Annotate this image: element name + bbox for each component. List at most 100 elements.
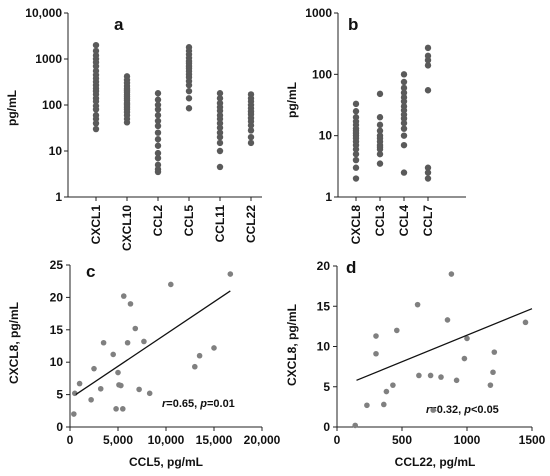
panel-a-data-point <box>216 95 224 102</box>
panel-a-category-label: CCL11 <box>213 205 227 243</box>
panel-a-data-point <box>154 142 162 149</box>
panel-d-ytick-label: 5 <box>323 380 330 394</box>
panel-b-data-point <box>400 84 408 92</box>
panel-a-data-point <box>185 81 193 89</box>
panel-a-data-point <box>185 95 193 102</box>
panel-d-data-point <box>364 402 370 409</box>
panel-a-data-point <box>92 125 100 133</box>
panel-a-data-point <box>92 47 100 55</box>
panel-c-data-point <box>88 396 94 403</box>
panel-a-data-point <box>154 90 162 97</box>
panel-a-ytick-label: 100 <box>42 98 62 112</box>
panel-d-data-point <box>448 271 455 277</box>
panel-c-xtick-label: 15,000 <box>196 433 233 447</box>
panel-a-data-point <box>154 149 162 157</box>
panel-b-data-point <box>424 62 432 69</box>
panel-d-r-label: r <box>426 404 431 416</box>
panel-a-data-point <box>247 127 255 134</box>
panel-b-category-label: CCL4 <box>397 205 411 237</box>
panel-b-data-point <box>352 100 360 108</box>
panel-a-ylabel: pg/mL <box>5 90 19 126</box>
panel-c-data-point <box>141 338 147 345</box>
panel-d-regression-line <box>356 308 533 381</box>
panel-b-data-point <box>376 146 384 153</box>
panel-c-ytick-label: 25 <box>50 258 64 272</box>
panel-a-data-point <box>216 163 224 171</box>
panel-a-data-point <box>92 120 100 127</box>
panel-a-ytick-label: 1000 <box>35 52 62 66</box>
panel-c-data-point <box>76 380 83 387</box>
panel-c-data-point <box>132 325 139 332</box>
panel-d-xtick-label: 0 <box>334 433 341 447</box>
panel-d-data-point <box>522 319 529 326</box>
panel-c-r-value: =0.65, <box>166 398 200 410</box>
panel-a-letter: a <box>114 15 124 34</box>
panel-d-data-point <box>461 355 468 362</box>
panel-b-data-point <box>400 141 408 149</box>
panel-b-category-label: CCL7 <box>421 205 435 237</box>
panel-d-data-point <box>383 388 390 395</box>
panel-d-data-point <box>490 369 496 376</box>
panel-c-data-point <box>91 365 97 372</box>
panel-a-data-point <box>154 136 162 143</box>
panel-a-ytick-label: 10 <box>49 144 63 158</box>
panel-c-data-point <box>211 345 217 351</box>
panel-a-data-point <box>154 154 162 162</box>
panel-c-xtick-label: 20,000 <box>244 433 281 447</box>
panel-c-data-point <box>136 386 142 393</box>
panel-d-xtick-label: 1500 <box>519 433 546 447</box>
panel-a-data-point <box>154 122 162 130</box>
panel-c-scatter: c CXCL8, pg/mL CCL5, pg/mL r=0.65, p=0.0… <box>7 258 281 469</box>
panel-a-data-point <box>247 139 255 147</box>
panel-a-data-point <box>216 147 224 155</box>
panel-b-data-point <box>376 127 384 135</box>
panel-c-data-point <box>71 411 77 417</box>
panel-c-regression-line <box>75 290 231 396</box>
panel-b-data-point <box>400 115 408 122</box>
panel-a-ytick-label: 10,000 <box>25 6 62 20</box>
panel-d-p-value: <0.05 <box>471 404 499 416</box>
panel-b-data-point <box>400 169 408 176</box>
panel-d-data-point <box>414 301 421 308</box>
panel-c-data-point <box>97 385 104 392</box>
panel-a-data-point <box>216 139 224 147</box>
panel-d-xtick-label: 1000 <box>454 433 481 447</box>
panel-c-xtick-label: 0 <box>67 433 74 447</box>
panel-a-dot-plot: a pg/mL 1 10 100 1000 10,000 CXCL1 CXCL10 CCL2 C… <box>5 6 262 251</box>
panel-c-data-point <box>227 271 234 277</box>
panel-a-data-point <box>247 122 255 129</box>
panel-a-data-point <box>154 112 162 119</box>
panel-d-data-point <box>381 401 387 408</box>
panel-c-stats-annotation: r=0.65, p=0.01 <box>162 398 235 410</box>
panel-a-data-point <box>154 101 162 109</box>
panel-a-category-label: CCL22 <box>244 205 258 243</box>
panel-a-data-point <box>154 117 162 125</box>
panel-c-data-point <box>146 390 153 397</box>
panel-b-data-point <box>352 108 360 115</box>
panel-c-data-point <box>118 382 124 389</box>
panel-a-data-point <box>154 106 162 113</box>
panel-c-r-label: r <box>162 398 167 410</box>
panel-c-ytick-label: 5 <box>56 388 63 402</box>
panel-c-data-point <box>120 293 127 299</box>
panel-d-data-point <box>427 372 434 379</box>
panel-b-letter: b <box>348 15 358 34</box>
panel-b-data-point <box>424 164 432 171</box>
panel-a-data-point <box>216 129 224 136</box>
panel-d-r-value: =0.32, <box>430 404 464 416</box>
panel-c-ytick-label: 15 <box>50 323 64 337</box>
panel-c-data-point <box>124 339 131 346</box>
panel-d-data-point <box>487 382 494 388</box>
panel-c-p-label: p <box>199 398 207 410</box>
panel-b-data-point <box>424 169 432 176</box>
panel-b-data-point <box>376 121 384 129</box>
panel-a-data-point <box>92 98 100 105</box>
panel-d-data-point <box>444 317 451 323</box>
panel-d-data-point <box>373 333 379 339</box>
panel-b-data-point <box>424 87 432 94</box>
panel-d-ytick-label: 0 <box>323 420 330 434</box>
panel-b-data-point <box>400 125 408 132</box>
panel-a-data-point <box>154 129 162 136</box>
panel-b-data-point <box>400 78 408 86</box>
panel-a-data-point <box>216 90 224 97</box>
